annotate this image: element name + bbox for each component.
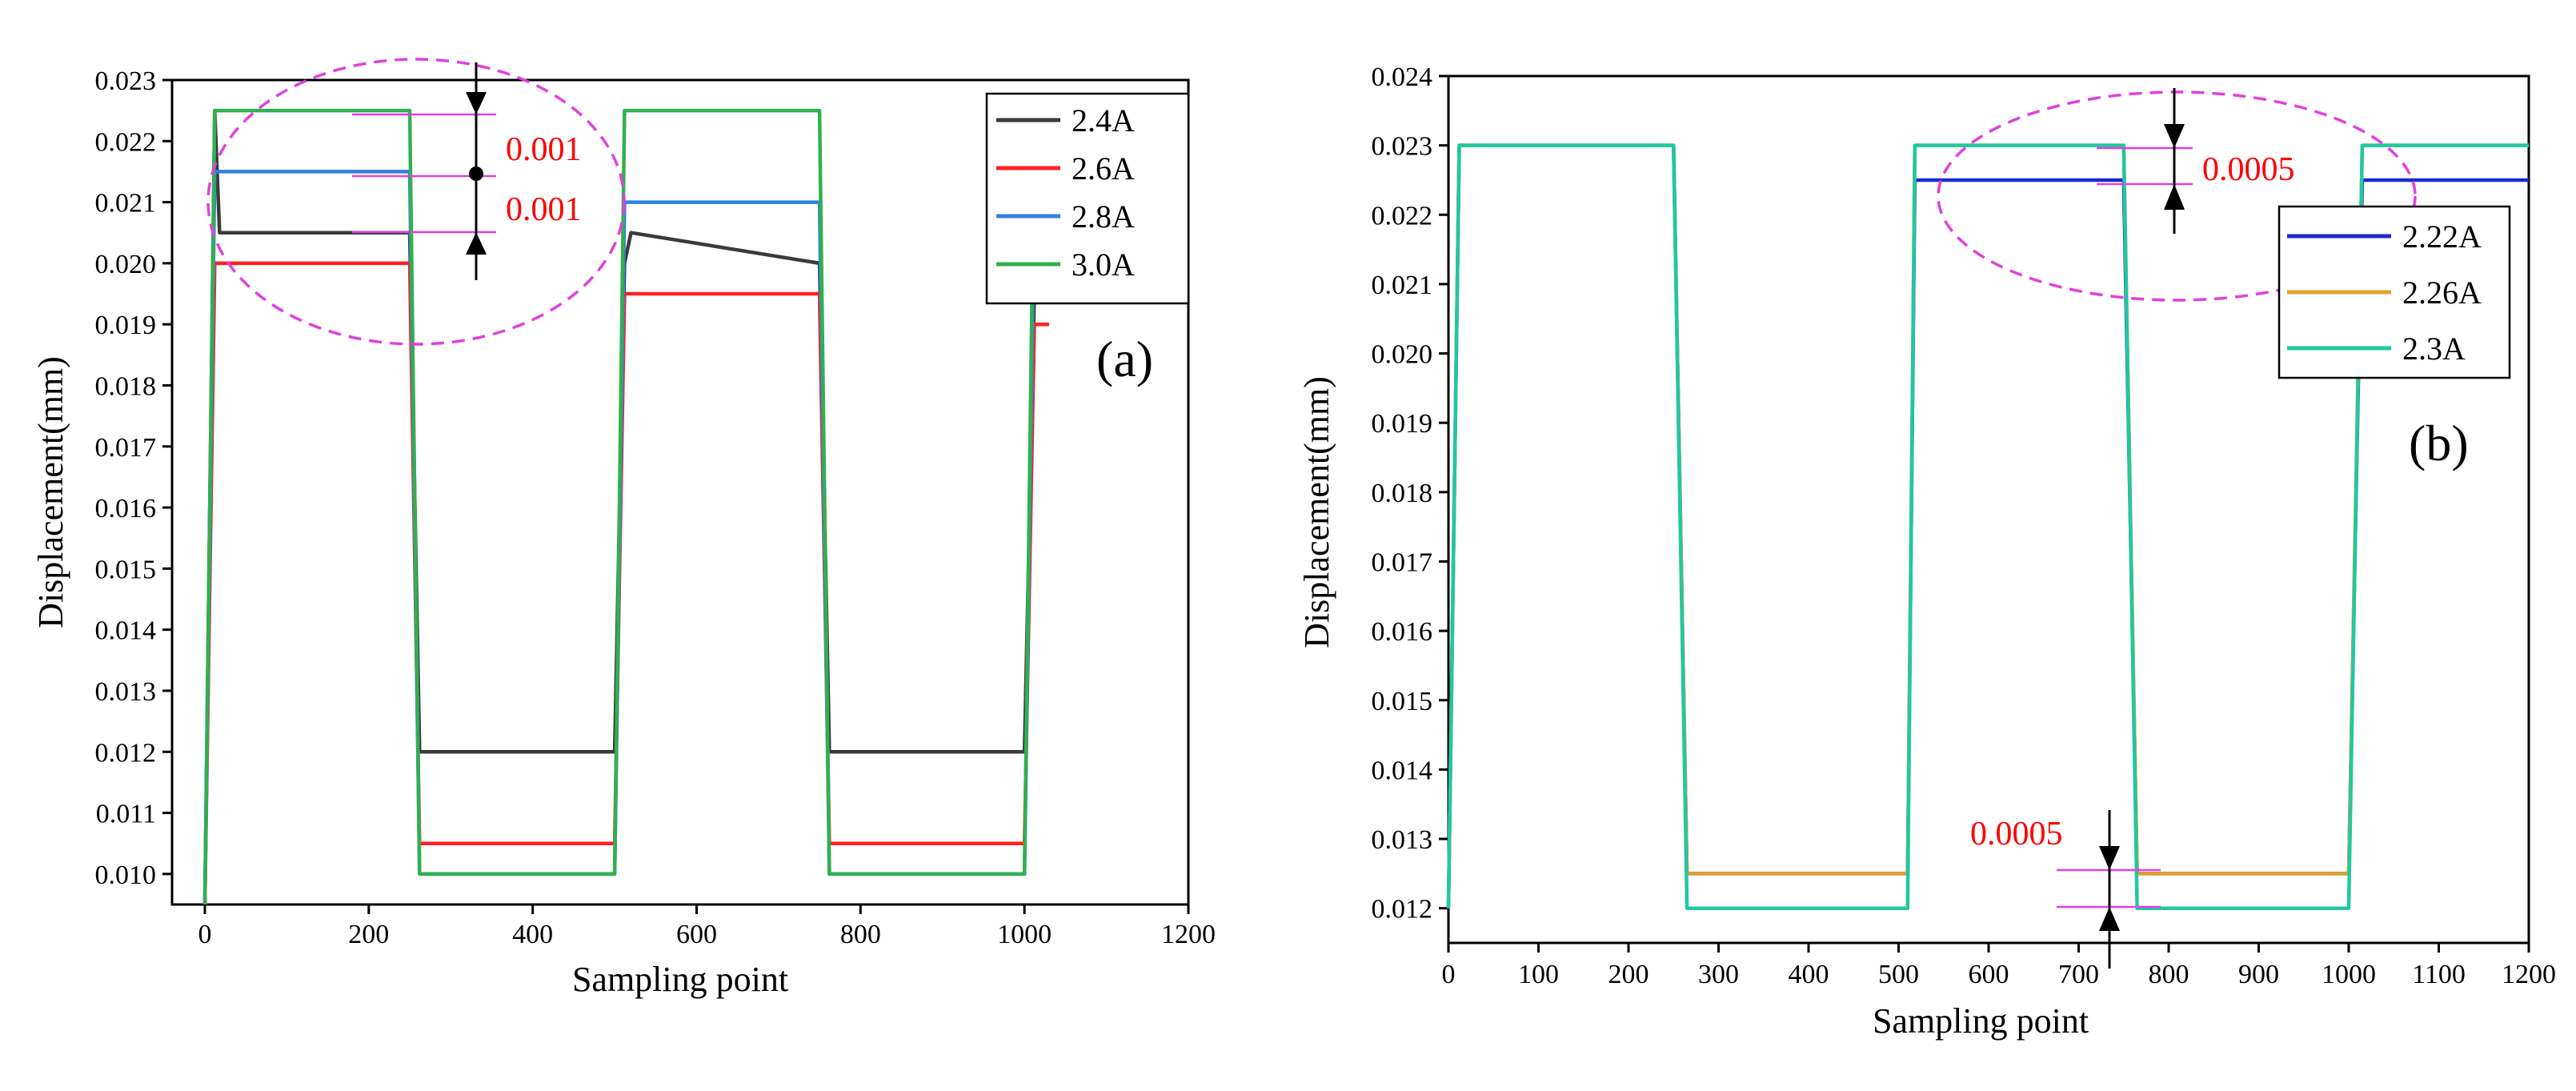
y-tick-label: 0.010: [95, 860, 157, 890]
x-tick-label: 800: [2149, 960, 2189, 989]
x-tick-label: 0: [198, 920, 211, 949]
x-tick-label: 400: [512, 920, 553, 949]
series-line-3.0A: [202, 108, 1049, 905]
x-tick-label: 800: [840, 920, 881, 949]
highlight-ellipse-b: [1937, 90, 2417, 302]
y-tick-label: 0.018: [1372, 479, 1433, 508]
highlight-ellipse-a: [206, 58, 626, 346]
y-tick-label: 0.017: [1372, 548, 1433, 577]
y-tick-label: 0.013: [1372, 825, 1433, 855]
chart-panel-a: 0 200 400 600 800 1000 1200 0.010 0.011 0.012 0.01…: [31, 58, 1216, 999]
x-tick-label: 100: [1518, 960, 1559, 989]
y-tick-label: 0.015: [1372, 687, 1433, 716]
series-line-2.3A: [1446, 143, 2529, 910]
y-tick-label: 0.023: [95, 66, 157, 96]
legend-label: 2.8A: [1072, 199, 1135, 235]
y-tick-label: 0.011: [96, 800, 156, 829]
y-tick-label: 0.012: [95, 738, 157, 768]
x-axis-label-b: Sampling point: [1873, 1001, 2089, 1041]
arrow-down-icon: [466, 92, 487, 114]
x-axis-label-a: Sampling point: [572, 960, 788, 999]
y-tick-label: 0.020: [1372, 340, 1433, 370]
legend-label: 2.22A: [2402, 219, 2482, 255]
annotation-a-2: 0.001: [506, 191, 582, 228]
x-tick-label: 0: [1442, 960, 1456, 989]
y-tick-label: 0.018: [95, 371, 157, 401]
x-tick-label: 1000: [2322, 960, 2376, 989]
x-tick-label: 200: [1608, 960, 1649, 989]
y-tick-label: 0.022: [1372, 201, 1433, 231]
arrow-up-icon: [2164, 184, 2185, 210]
legend-label: 2.3A: [2402, 331, 2466, 367]
x-tick-label: 200: [348, 920, 389, 949]
y-tick-label: 0.019: [1372, 409, 1433, 439]
plot-frame-a: [170, 78, 1190, 906]
annotation-a-1: 0.001: [506, 131, 582, 168]
y-tick-label: 0.016: [95, 494, 157, 523]
series-a: [202, 108, 1049, 905]
y-tick-label: 0.021: [95, 189, 157, 219]
x-tick-label: 1100: [2412, 960, 2466, 989]
x-tick-label: 1000: [997, 920, 1052, 949]
legend-label: 2.4A: [1072, 102, 1135, 138]
y-tick-label: 0.016: [1372, 617, 1433, 647]
y-tick-label: 0.020: [95, 250, 157, 279]
y-tick-label: 0.014: [95, 616, 157, 646]
chart-panel-b: 0 100 200 300 400 500 600 700 800 900 1000 1100 1200…: [1297, 62, 2556, 1041]
x-tick-label: 1200: [2502, 960, 2556, 989]
ticks-a: 0 200 400 600 800 1000 1200 0.010 0.011 0.012 0.01…: [95, 66, 1216, 949]
x-tick-label: 700: [2058, 960, 2099, 989]
x-tick-label: 500: [1878, 960, 1919, 989]
series-line-2.4A: [202, 108, 1049, 905]
x-tick-label: 300: [1698, 960, 1739, 989]
panel-label-b: (b): [2409, 415, 2469, 471]
y-tick-label: 0.021: [1372, 271, 1433, 300]
ticks-b: 0 100 200 300 400 500 600 700 800 900 1000 1100 1200…: [1372, 62, 2557, 989]
arrow-down-icon: [2099, 846, 2120, 870]
annotation-b-1: 0.0005: [2202, 151, 2295, 188]
y-tick-label: 0.017: [95, 433, 157, 463]
series-b: [1446, 143, 2529, 910]
y-tick-label: 0.019: [95, 311, 157, 340]
legend-b: 2.22A 2.26A 2.3A: [2287, 219, 2482, 367]
y-tick-label: 0.023: [1372, 132, 1433, 162]
y-axis-label-a: Displacement(mm): [31, 356, 70, 628]
y-tick-label: 0.024: [1372, 62, 1433, 92]
x-tick-label: 1200: [1161, 920, 1216, 949]
legend-a: 2.4A 2.6A 2.8A 3.0A: [996, 102, 1135, 283]
y-tick-label: 0.012: [1372, 895, 1433, 925]
x-tick-label: 600: [676, 920, 717, 949]
legend-label: 2.26A: [2402, 275, 2482, 311]
arrow-up-icon: [466, 232, 487, 255]
x-tick-label: 600: [1969, 960, 2009, 989]
series-line-2.6A: [202, 261, 1049, 905]
x-tick-label: 400: [1789, 960, 1829, 989]
legend-label: 3.0A: [1072, 247, 1135, 283]
y-tick-label: 0.013: [95, 677, 157, 707]
annotation-b-2: 0.0005: [1970, 816, 2063, 852]
x-tick-label: 900: [2238, 960, 2279, 989]
legend-box-a: [985, 92, 1190, 305]
y-axis-label-b: Displacement(mm): [1297, 376, 1336, 648]
legend-label: 2.6A: [1072, 150, 1135, 187]
y-tick-label: 0.014: [1372, 756, 1433, 785]
panel-label-a: (a): [1096, 331, 1153, 387]
dimension-dot-icon: [469, 166, 483, 181]
series-line-2.8A: [202, 170, 1049, 905]
arrow-down-icon: [2164, 124, 2185, 148]
y-tick-label: 0.022: [95, 127, 157, 157]
y-tick-label: 0.015: [95, 555, 157, 584]
arrow-up-icon: [2099, 907, 2120, 931]
